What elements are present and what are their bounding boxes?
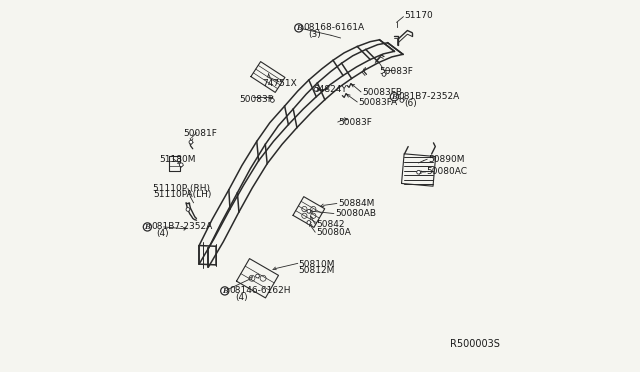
Circle shape — [390, 93, 399, 101]
Circle shape — [179, 163, 183, 167]
Text: 50080AC: 50080AC — [426, 167, 467, 176]
Text: 50083F: 50083F — [339, 118, 372, 126]
Text: 50884M: 50884M — [338, 199, 374, 208]
Text: 081B7-2352A: 081B7-2352A — [152, 222, 213, 231]
Text: 08168-6161A: 08168-6161A — [303, 23, 364, 32]
Text: 50081F: 50081F — [183, 129, 217, 138]
Text: 51180M: 51180M — [159, 155, 196, 164]
Text: B: B — [145, 223, 150, 231]
Text: 50083FA: 50083FA — [358, 98, 397, 107]
Text: 50083F: 50083F — [380, 67, 413, 76]
Text: 50810M: 50810M — [298, 260, 335, 269]
Text: 08146-6162H: 08146-6162H — [229, 286, 291, 295]
Text: 74751X: 74751X — [262, 79, 297, 88]
Text: (6): (6) — [404, 99, 417, 108]
Text: 50083R: 50083R — [239, 95, 275, 104]
Circle shape — [221, 287, 229, 295]
Circle shape — [189, 140, 193, 144]
Text: 51110P (RH): 51110P (RH) — [154, 184, 211, 193]
Circle shape — [143, 223, 152, 231]
Text: B: B — [222, 287, 228, 295]
Text: 50080AB: 50080AB — [335, 209, 376, 218]
Circle shape — [307, 209, 310, 213]
Text: 50083FB: 50083FB — [362, 88, 402, 97]
Circle shape — [271, 99, 275, 102]
Text: R500003S: R500003S — [450, 339, 500, 349]
Text: 51170: 51170 — [404, 11, 433, 20]
Circle shape — [294, 24, 303, 32]
Text: 081B7-2352A: 081B7-2352A — [399, 92, 460, 101]
Circle shape — [314, 87, 318, 91]
Circle shape — [400, 99, 404, 102]
Text: 50812M: 50812M — [298, 266, 335, 275]
Text: (4): (4) — [156, 229, 169, 238]
Text: (3): (3) — [308, 30, 321, 39]
Text: B: B — [296, 24, 301, 32]
Circle shape — [382, 73, 386, 76]
Circle shape — [307, 221, 310, 224]
Text: B: B — [392, 93, 397, 101]
Text: (4): (4) — [235, 293, 248, 302]
Circle shape — [255, 274, 259, 278]
Text: 51110PA(LH): 51110PA(LH) — [154, 190, 212, 199]
Text: 64824Y: 64824Y — [314, 85, 348, 94]
Circle shape — [417, 170, 420, 174]
Text: 50842: 50842 — [316, 220, 345, 229]
Text: 50890M: 50890M — [428, 155, 465, 164]
Text: 50080A: 50080A — [316, 228, 351, 237]
Circle shape — [186, 208, 190, 211]
